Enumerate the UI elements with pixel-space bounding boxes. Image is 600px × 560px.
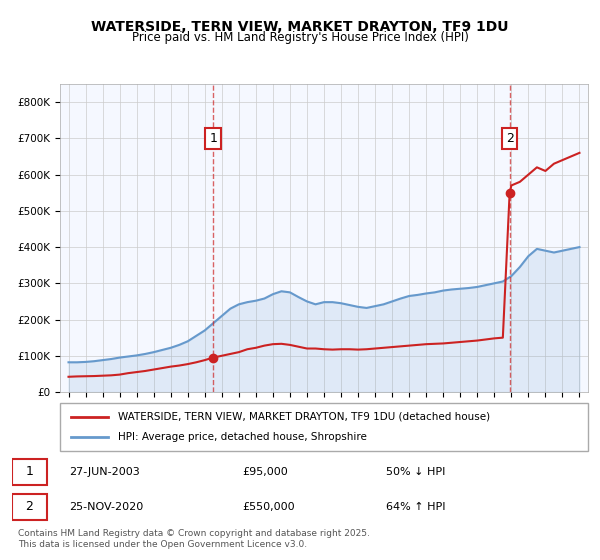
Text: £95,000: £95,000 bbox=[242, 467, 288, 477]
FancyBboxPatch shape bbox=[60, 403, 588, 451]
Text: WATERSIDE, TERN VIEW, MARKET DRAYTON, TF9 1DU (detached house): WATERSIDE, TERN VIEW, MARKET DRAYTON, TF… bbox=[118, 412, 490, 422]
Text: 1: 1 bbox=[25, 465, 33, 478]
Text: 27-JUN-2003: 27-JUN-2003 bbox=[70, 467, 140, 477]
Text: Price paid vs. HM Land Registry's House Price Index (HPI): Price paid vs. HM Land Registry's House … bbox=[131, 31, 469, 44]
Text: 64% ↑ HPI: 64% ↑ HPI bbox=[386, 502, 446, 512]
FancyBboxPatch shape bbox=[12, 459, 47, 485]
Text: 2: 2 bbox=[25, 500, 33, 514]
FancyBboxPatch shape bbox=[12, 493, 47, 520]
Text: HPI: Average price, detached house, Shropshire: HPI: Average price, detached house, Shro… bbox=[118, 432, 367, 442]
Text: 50% ↓ HPI: 50% ↓ HPI bbox=[386, 467, 446, 477]
Text: Contains HM Land Registry data © Crown copyright and database right 2025.
This d: Contains HM Land Registry data © Crown c… bbox=[18, 529, 370, 549]
Text: 2: 2 bbox=[506, 132, 514, 145]
Text: 25-NOV-2020: 25-NOV-2020 bbox=[70, 502, 144, 512]
Text: £550,000: £550,000 bbox=[242, 502, 295, 512]
Text: WATERSIDE, TERN VIEW, MARKET DRAYTON, TF9 1DU: WATERSIDE, TERN VIEW, MARKET DRAYTON, TF… bbox=[91, 20, 509, 34]
Text: 1: 1 bbox=[209, 132, 217, 145]
